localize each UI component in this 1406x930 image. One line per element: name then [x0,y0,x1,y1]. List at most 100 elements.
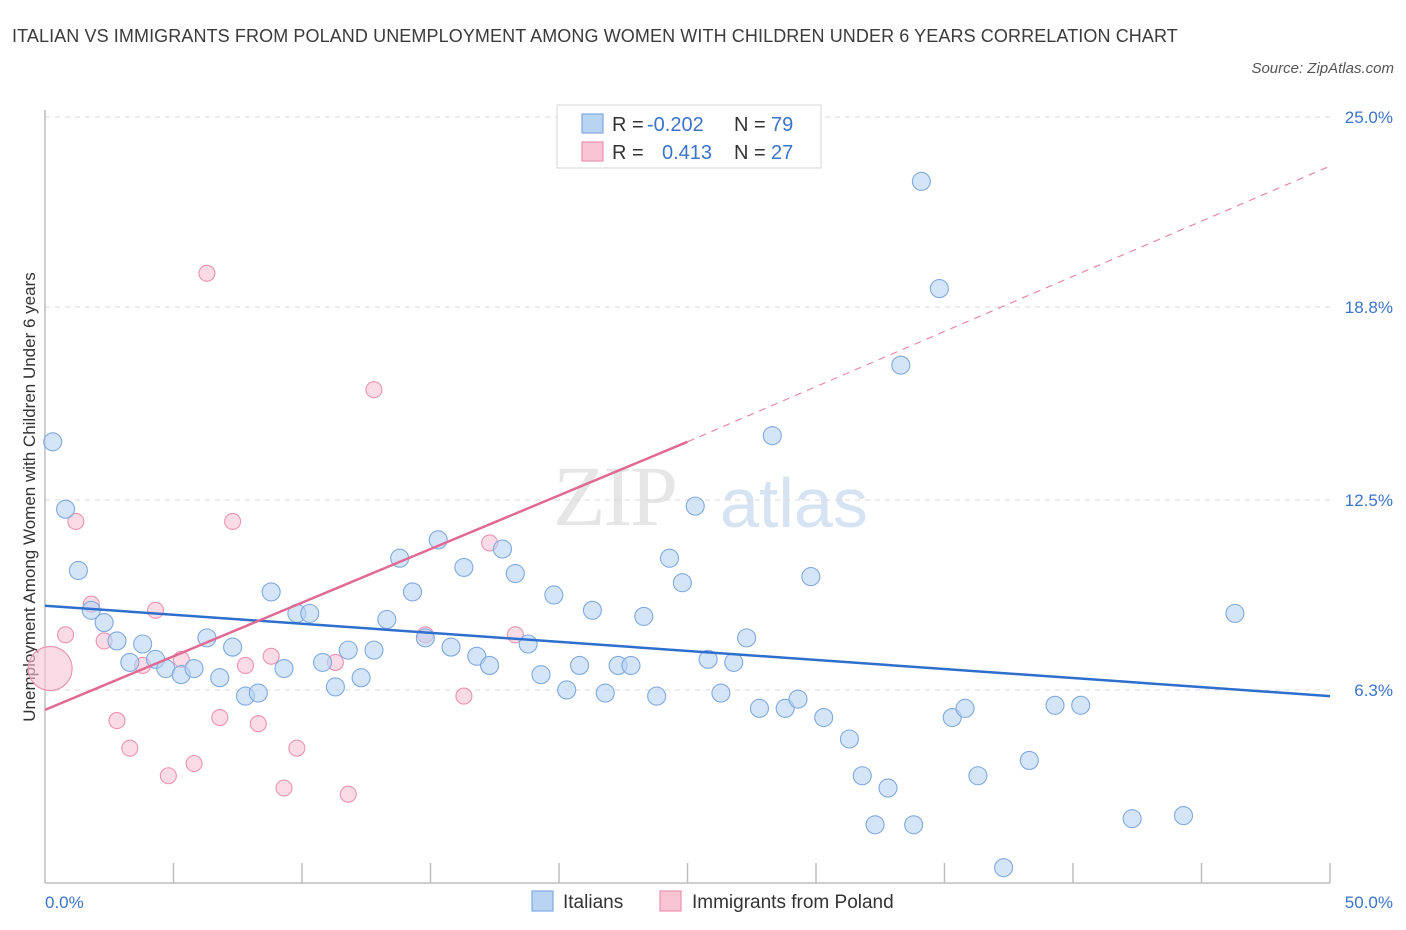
point-italians-62 [852,766,872,786]
point-italians-39 [544,585,564,605]
point-italians-0 [43,432,63,452]
point-italians-47 [647,686,667,706]
bottom-legend-swatch-poland [659,890,682,912]
point-italians-49 [672,573,692,593]
legend-r-poland: 0.413 [662,142,712,164]
point-italians-36 [505,563,525,584]
point-italians-28 [402,582,423,602]
bottom-legend-italians: Italians [563,892,623,913]
point-italians-61 [839,729,859,749]
point-italians-70 [955,698,975,718]
point-italians-24 [351,668,371,688]
point-italians-63 [865,815,885,835]
bottom-legend-swatch-italians [531,890,554,912]
legend-n-poland: 27 [771,142,793,164]
point-italians-52 [711,683,731,703]
point-italians-31 [441,637,461,657]
point-poland-2 [67,512,85,530]
point-italians-6 [120,652,140,672]
point-poland-9 [159,767,177,785]
point-italians-59 [801,567,821,587]
point-poland-18 [275,779,293,797]
point-italians-7 [133,634,153,654]
point-italians-13 [210,668,230,688]
point-poland-22 [365,381,383,399]
point-italians-55 [749,698,770,718]
point-poland-21 [339,785,357,803]
point-poland-8 [146,601,165,619]
point-italians-66 [904,815,924,835]
point-italians-11 [184,658,204,679]
point-italians-38 [531,665,551,685]
y-tick-labels: 6.3% 12.5% 18.8% 25.0% [1345,108,1393,700]
point-italians-75 [1071,695,1091,715]
point-poland-19 [288,739,306,757]
point-italians-77 [1173,806,1194,826]
point-italians-41 [570,655,590,676]
watermark-zip: ZIP [553,448,676,544]
point-italians-46 [634,606,654,626]
legend-swatch-italians [581,113,604,134]
series-italians [43,171,1245,878]
bottom-legend: Italians Immigrants from Poland [531,890,894,913]
trend-line-poland-extension [687,165,1331,443]
point-italians-33 [467,646,487,666]
legend-box: R = -0.202 N = 79 R = 0.413 N = 27 [556,104,822,169]
point-poland-14 [224,512,242,530]
point-italians-53 [724,652,744,672]
point-poland-13 [211,708,229,727]
point-italians-65 [891,355,911,375]
point-italians-26 [377,609,397,630]
legend-n-italians: 79 [771,114,793,136]
legend-r-italians: -0.202 [647,114,704,136]
point-poland-11 [185,754,203,773]
trend-lines [44,165,1331,712]
point-poland-6 [121,739,139,757]
x-tick-label-min: 0.0% [45,893,84,912]
y-tick-label-1: 12.5% [1345,491,1393,510]
chart-title: ITALIAN VS IMMIGRANTS FROM POLAND UNEMPL… [12,26,1178,46]
point-italians-37 [518,634,538,654]
y-tick-label-2: 18.8% [1345,298,1393,317]
point-italians-21 [313,652,333,672]
point-italians-43 [595,683,615,703]
series-poland [27,264,524,803]
point-italians-25 [364,640,384,660]
point-italians-5 [107,631,127,651]
trend-line-poland [44,440,688,712]
point-italians-22 [325,677,345,697]
point-italians-76 [1122,809,1142,829]
point-italians-45 [621,655,641,676]
legend-r-label-italians: R = [612,114,644,136]
point-italians-58 [788,689,808,709]
point-italians-48 [659,548,680,568]
point-italians-40 [557,680,577,700]
point-italians-64 [878,778,898,798]
point-italians-69 [942,707,962,728]
x-tick-label-max: 50.0% [1345,893,1393,912]
point-italians-57 [775,698,795,718]
point-italians-16 [248,683,268,703]
x-tick-labels: 0.0% 50.0% [45,893,1393,912]
point-italians-54 [737,628,757,648]
point-italians-35 [492,539,513,559]
legend-n-label-poland: N = [734,142,766,164]
point-poland-1 [57,626,75,644]
legend-swatch-poland [581,141,604,162]
watermark-atlas: atlas [720,464,868,542]
chart-source: Source: ZipAtlas.com [1251,60,1394,77]
point-italians-1 [56,499,76,519]
x-ticks [172,863,1331,883]
point-italians-67 [911,171,931,191]
point-italians-20 [300,603,320,623]
point-italians-32 [454,557,474,577]
point-poland-17 [262,647,280,665]
legend-n-label-italians: N = [734,114,766,136]
y-tick-label-0: 6.3% [1354,681,1393,700]
point-poland-12 [198,264,216,282]
y-axis-label: Unemployment Among Women with Children U… [20,272,39,721]
point-italians-72 [994,858,1014,878]
point-italians-68 [929,279,949,299]
point-italians-51 [698,649,718,669]
